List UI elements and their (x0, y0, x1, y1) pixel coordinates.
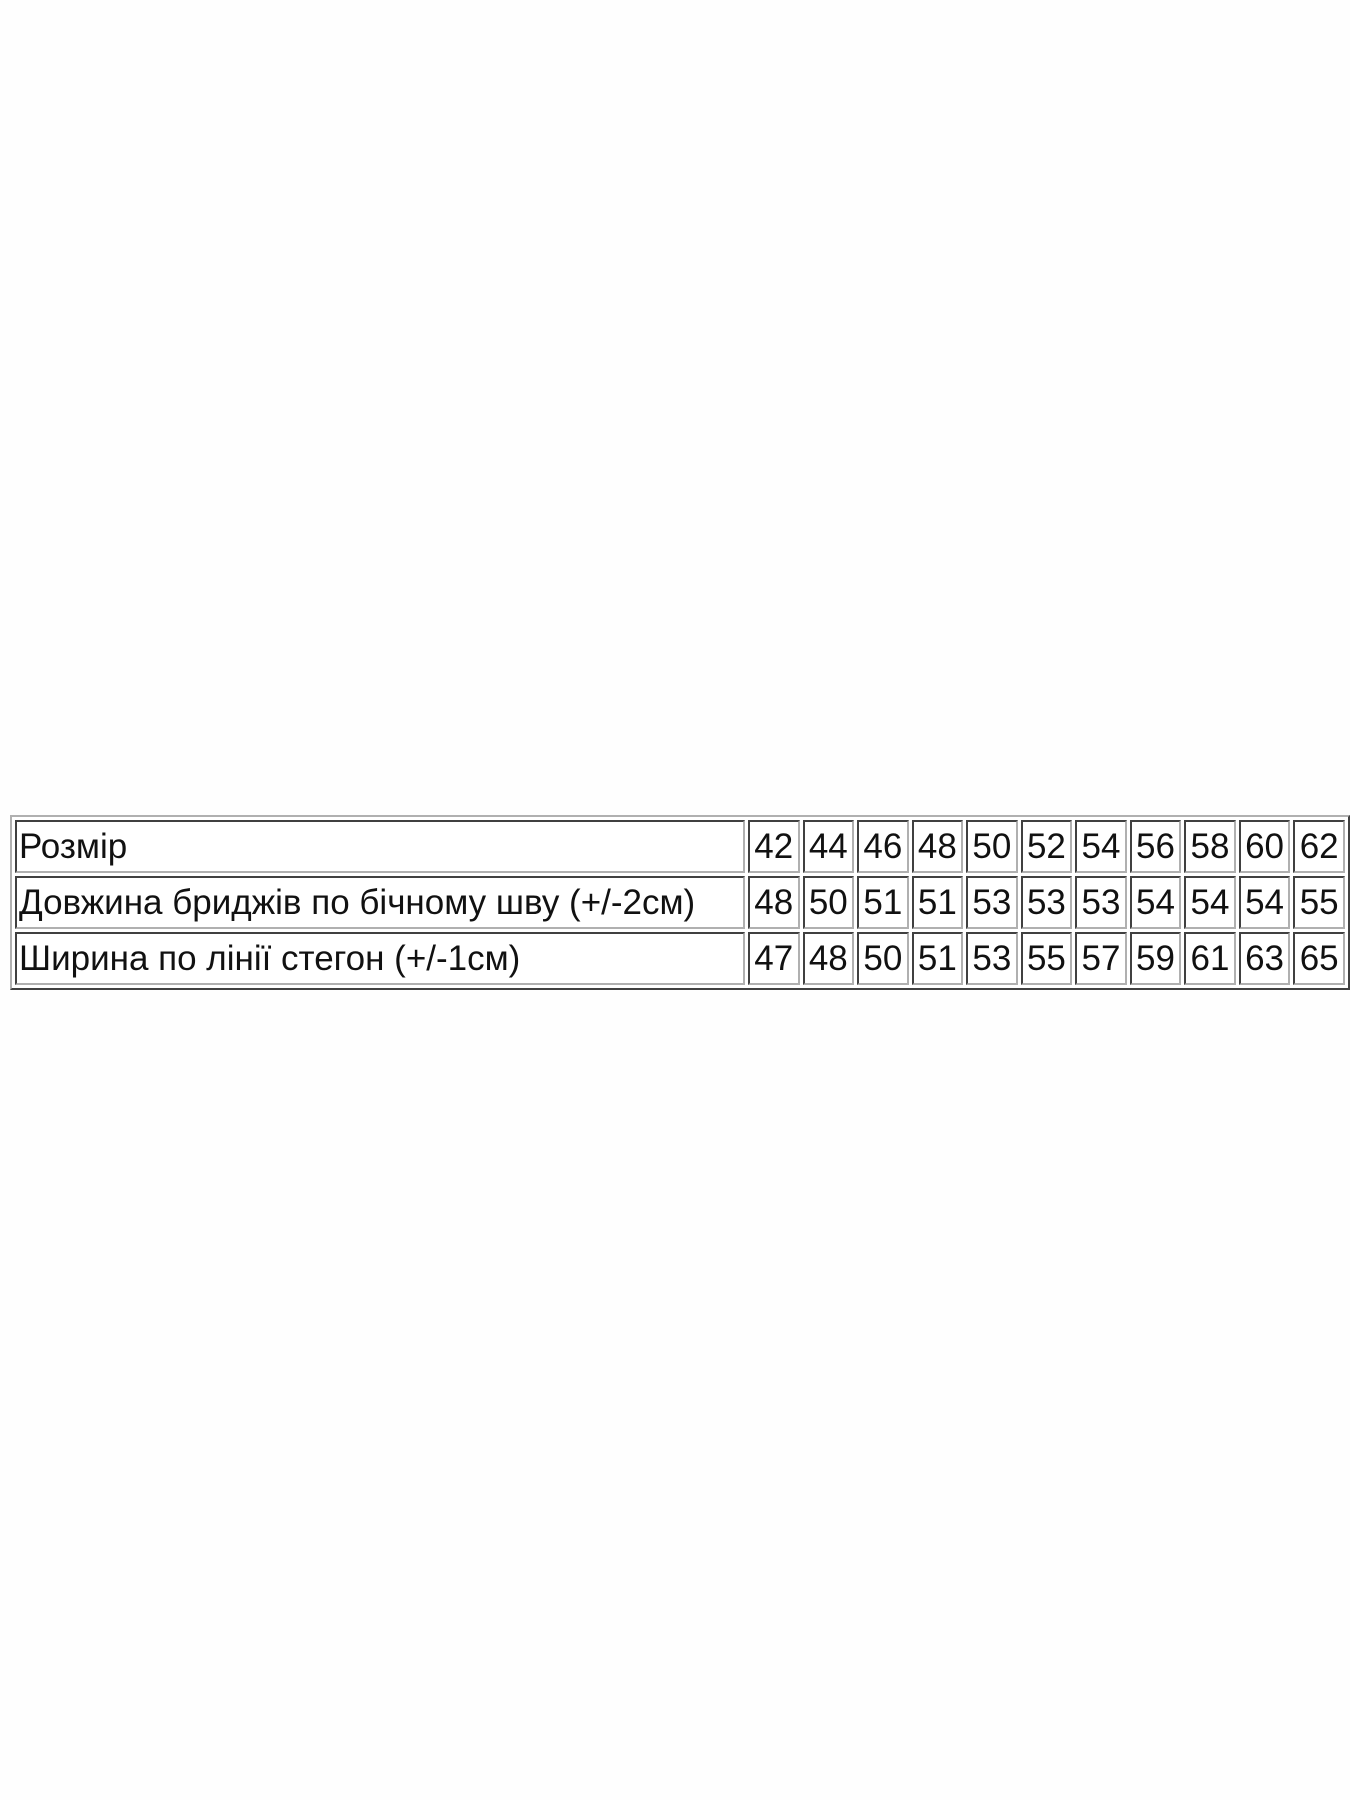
table-cell: 51 (911, 876, 964, 929)
table-cell: 60 (1238, 820, 1291, 873)
table-cell: 57 (1075, 932, 1127, 985)
table-cell: 53 (1075, 876, 1127, 929)
table-cell: 50 (966, 820, 1018, 873)
table-cell: 58 (1184, 820, 1236, 873)
table-cell: 46 (857, 820, 909, 873)
table-cell: 42 (748, 820, 800, 873)
table-cell: 54 (1129, 876, 1182, 929)
row-size: Розмір 42 44 46 48 50 52 54 56 58 60 62 (15, 820, 1345, 873)
table-cell: 44 (802, 820, 855, 873)
table-cell: 65 (1293, 932, 1345, 985)
table-cell: 51 (857, 876, 909, 929)
table-cell: 52 (1020, 820, 1073, 873)
table-cell: 56 (1129, 820, 1182, 873)
table-cell: 50 (857, 932, 909, 985)
row-label: Ширина по лінії стегон (+/-1см) (15, 932, 745, 985)
table-cell: 48 (911, 820, 964, 873)
table-cell: 54 (1184, 876, 1236, 929)
table-cell: 55 (1293, 876, 1345, 929)
table-cell: 63 (1238, 932, 1291, 985)
table-cell: 51 (911, 932, 964, 985)
table-cell: 47 (748, 932, 800, 985)
row-label: Довжина бриджів по бічному шву (+/-2см) (15, 876, 745, 929)
table-cell: 54 (1075, 820, 1127, 873)
table-cell: 59 (1129, 932, 1182, 985)
table-cell: 53 (966, 932, 1018, 985)
table-cell: 62 (1293, 820, 1345, 873)
table-cell: 48 (802, 932, 855, 985)
row-length: Довжина бриджів по бічному шву (+/-2см) 4… (15, 876, 1345, 929)
row-hip-width: Ширина по лінії стегон (+/-1см) 47 48 50 51 5… (15, 932, 1345, 985)
table-cell: 54 (1238, 876, 1291, 929)
table-cell: 55 (1020, 932, 1073, 985)
table-cell: 53 (966, 876, 1018, 929)
row-label: Розмір (15, 820, 745, 873)
table-cell: 61 (1184, 932, 1236, 985)
table-cell: 53 (1020, 876, 1073, 929)
table-cell: 50 (802, 876, 855, 929)
table-cell: 48 (748, 876, 800, 929)
size-chart-table: Розмір 42 44 46 48 50 52 54 56 58 60 62 Довжина брид… (10, 815, 1350, 990)
